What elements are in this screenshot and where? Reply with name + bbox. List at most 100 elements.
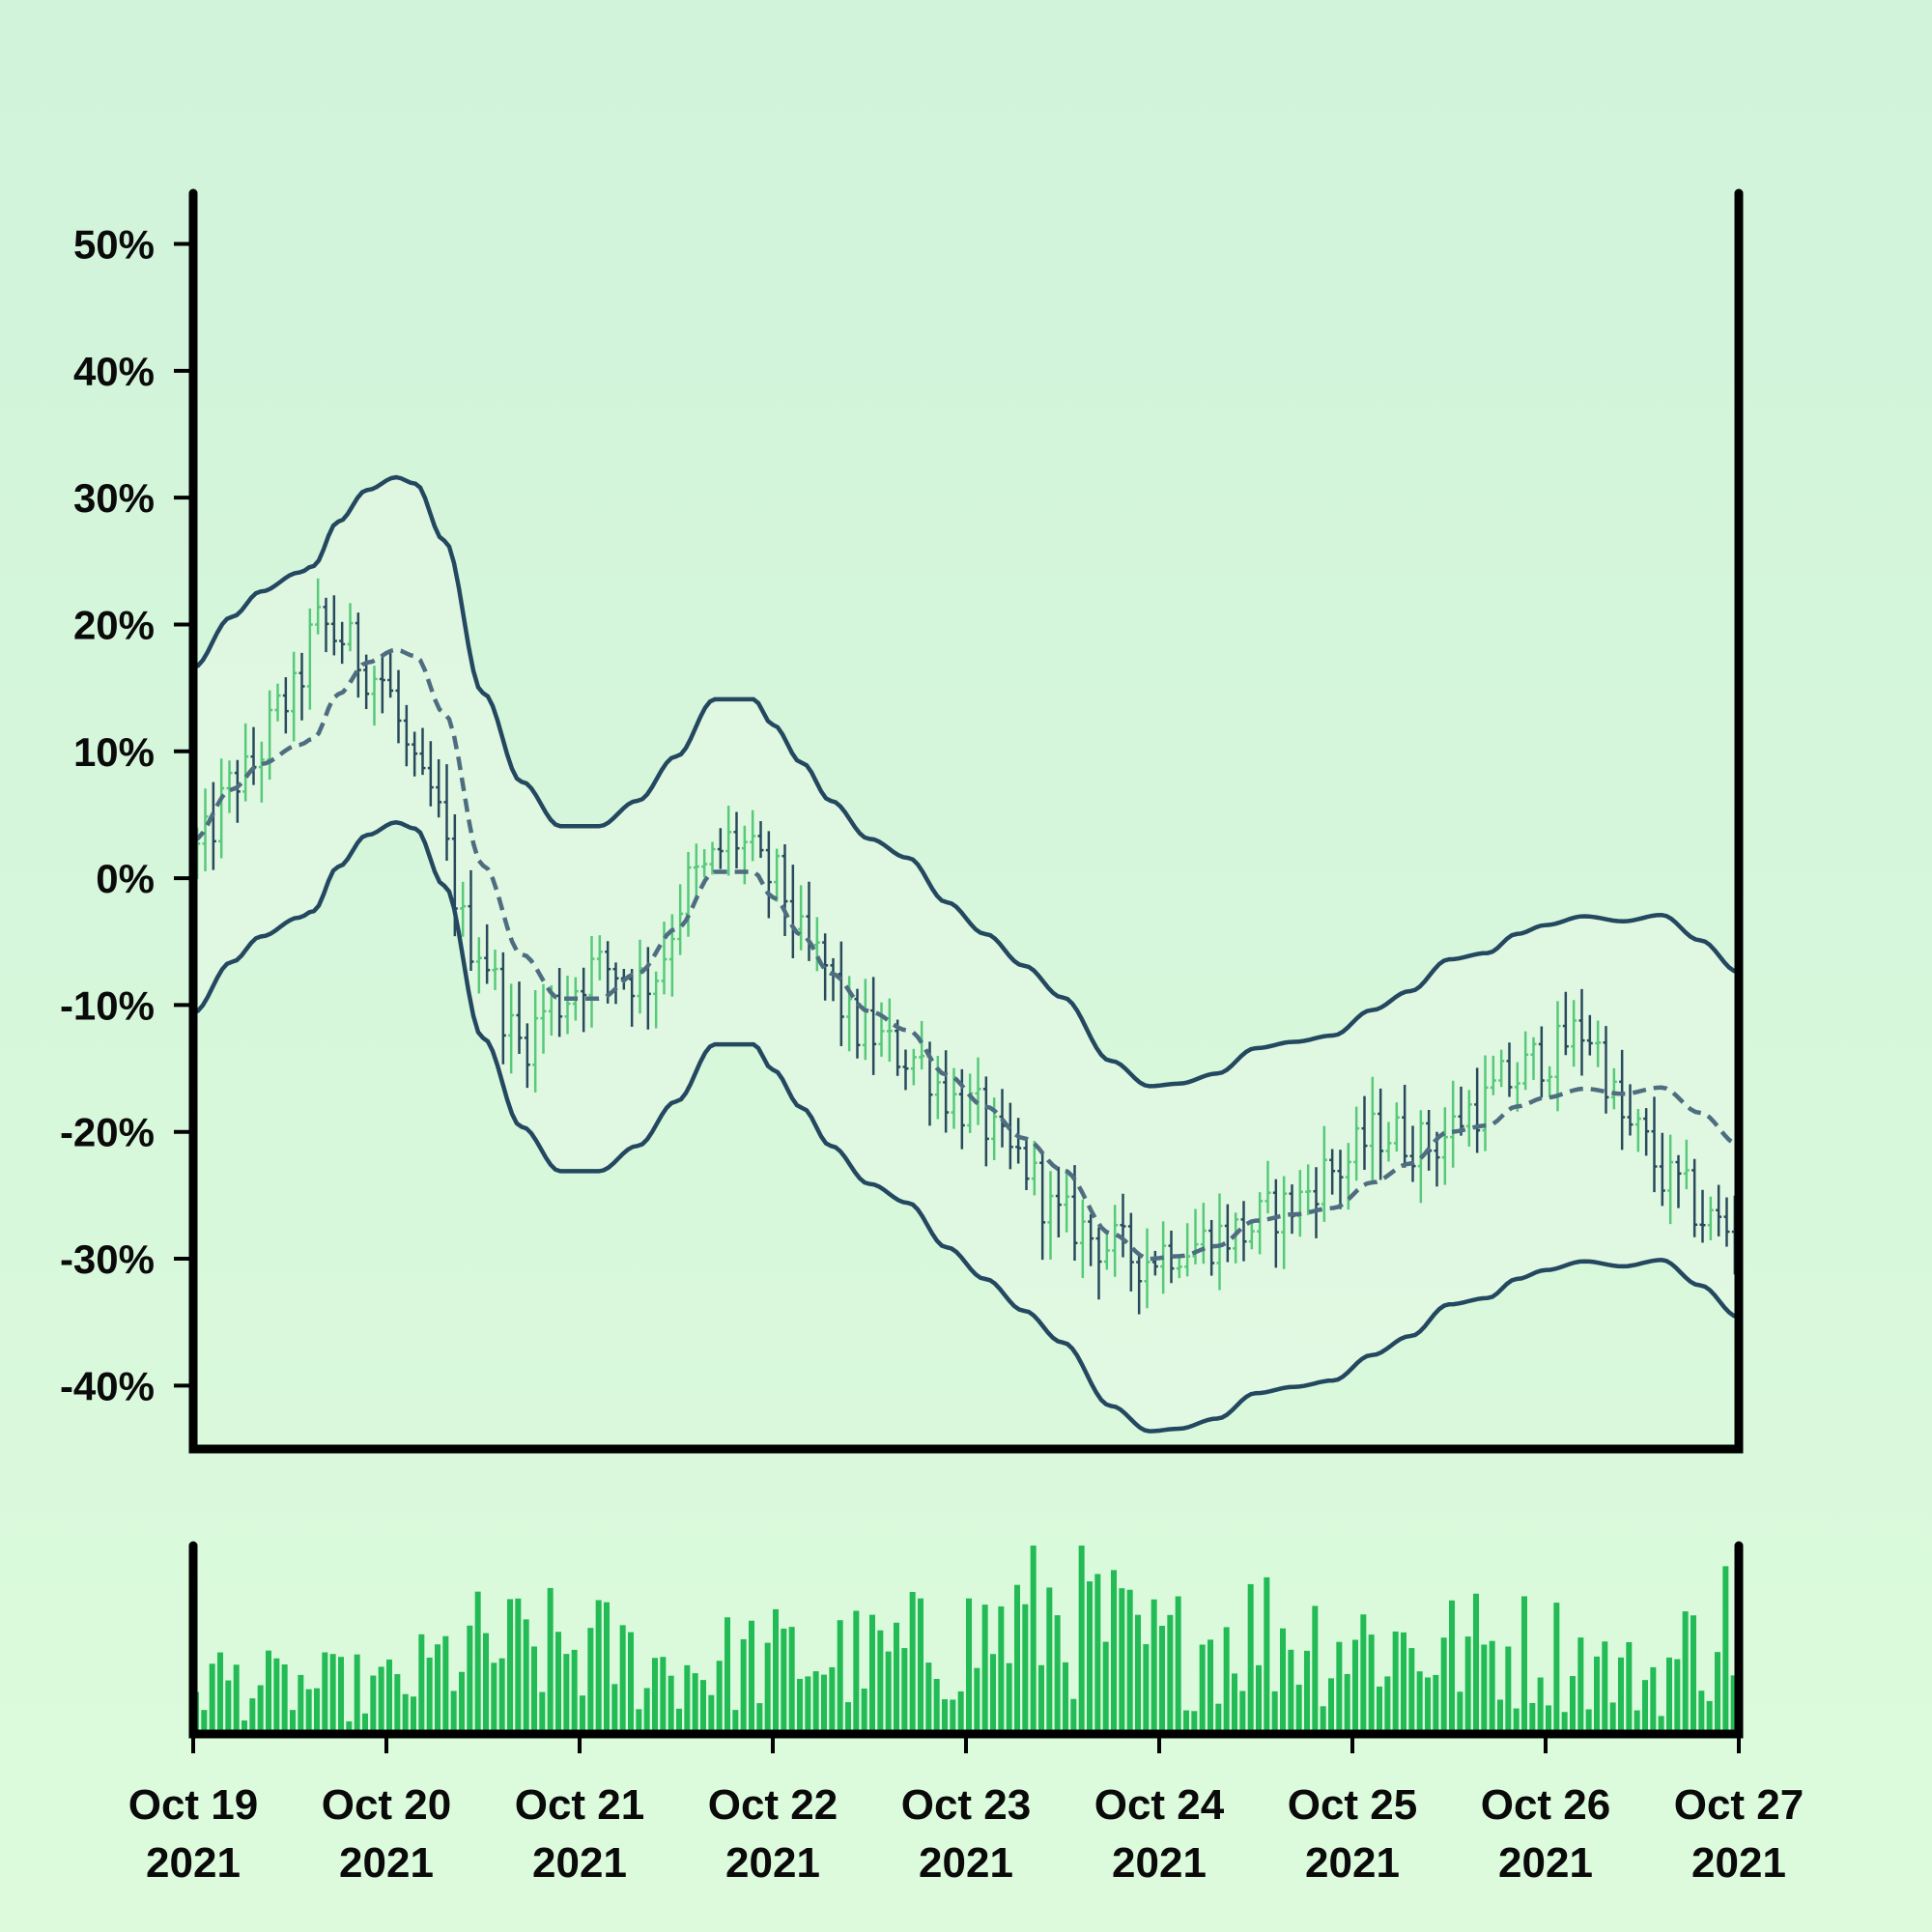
y-tick-label: 30% — [73, 475, 155, 521]
ohlc-bar — [701, 849, 708, 878]
x-tick-label-year: 2021 — [1498, 1839, 1593, 1887]
volume-bar — [273, 1658, 280, 1734]
volume-bar — [716, 1661, 723, 1734]
volume-bar — [998, 1605, 1005, 1734]
ohlc-bar — [1200, 1203, 1207, 1264]
volume-bar — [1094, 1574, 1101, 1734]
x-tick-label-date: Oct 27 — [1674, 1781, 1804, 1829]
volume-bar — [1489, 1640, 1495, 1734]
volume-bar — [845, 1702, 851, 1734]
volume-bar — [950, 1699, 956, 1734]
ohlc-bar — [725, 806, 732, 876]
ohlc-bar — [685, 852, 692, 937]
volume-bar — [1392, 1631, 1399, 1734]
ohlc-bar — [1482, 1055, 1489, 1151]
volume-bar — [660, 1657, 667, 1734]
ohlc-bar — [765, 831, 772, 919]
ohlc-bar — [629, 969, 636, 1027]
volume-bar — [1706, 1700, 1713, 1734]
ohlc-bar — [1321, 1125, 1327, 1222]
volume-bar — [257, 1685, 264, 1734]
ohlc-bar — [1039, 1152, 1046, 1261]
ohlc-bar — [1184, 1223, 1191, 1277]
volume-bar — [684, 1664, 691, 1734]
ohlc-bar — [1610, 1067, 1617, 1110]
ohlc-bar — [427, 741, 434, 807]
ohlc-bar — [1353, 1106, 1360, 1181]
volume-bar — [1602, 1641, 1608, 1734]
volume-bar — [1722, 1566, 1729, 1734]
volume-bar — [797, 1678, 803, 1734]
volume-bar — [1135, 1614, 1141, 1734]
volume-bar — [1464, 1636, 1471, 1734]
volume-bar — [290, 1710, 296, 1734]
volume-bar — [1440, 1637, 1447, 1734]
volume-bar — [201, 1710, 208, 1734]
volume-bar — [1626, 1641, 1633, 1734]
volume-bar — [837, 1620, 843, 1734]
ohlc-bar — [733, 811, 740, 868]
ohlc-bar — [1547, 1065, 1553, 1097]
volume-bar — [668, 1675, 674, 1734]
x-tick-label-date: Oct 26 — [1481, 1781, 1611, 1829]
ohlc-bar — [1305, 1164, 1312, 1215]
ohlc-bars — [194, 578, 1738, 1315]
volume-bar — [829, 1666, 836, 1734]
volume-bar — [362, 1713, 368, 1734]
volume-bar — [1208, 1639, 1213, 1734]
volume-bar — [966, 1598, 972, 1734]
volume-bar — [1191, 1711, 1198, 1734]
volume-bar — [773, 1608, 779, 1734]
ohlc-bar — [1127, 1212, 1134, 1292]
volume-bar — [547, 1587, 554, 1734]
ohlc-bar — [1151, 1250, 1158, 1276]
volume-bar — [442, 1635, 449, 1734]
volume-bar — [305, 1689, 312, 1734]
volume-bar — [604, 1602, 610, 1734]
volume-bar — [249, 1698, 256, 1734]
volume-bar — [652, 1658, 658, 1734]
ohlc-bar — [677, 884, 684, 955]
volume-bar — [1634, 1710, 1640, 1734]
ohlc-bar — [1667, 1134, 1674, 1225]
volume-bar — [233, 1664, 240, 1734]
ohlc-bar — [1264, 1160, 1271, 1214]
ohlc-bar — [1627, 1084, 1634, 1136]
ohlc-bar — [1562, 991, 1569, 1056]
ohlc-bar — [291, 651, 298, 742]
ohlc-bar — [1112, 1205, 1119, 1277]
volume-bar — [1232, 1673, 1237, 1734]
volume-bar — [1521, 1596, 1527, 1734]
ohlc-bar — [419, 727, 426, 776]
volume-bar — [515, 1598, 522, 1734]
y-tick-label: 10% — [73, 729, 155, 775]
ohlc-bar — [991, 1097, 998, 1160]
volume-bar — [1223, 1627, 1230, 1734]
volume-bar — [933, 1679, 940, 1734]
ohlc-bar — [1514, 1062, 1520, 1112]
volume-bar — [692, 1673, 698, 1734]
ohlc-bar — [1337, 1150, 1344, 1209]
volume-bar — [402, 1693, 409, 1734]
volume-bar — [1368, 1634, 1375, 1734]
volume-bar — [587, 1628, 594, 1734]
ohlc-bar — [282, 677, 289, 734]
ohlc-bar — [1088, 1213, 1094, 1266]
volume-bar — [209, 1663, 215, 1734]
volume-bar — [894, 1622, 899, 1734]
ohlc-bar — [1281, 1176, 1288, 1269]
x-tick-label-year: 2021 — [146, 1839, 241, 1887]
volume-bar — [242, 1720, 247, 1734]
volume-bar — [974, 1667, 980, 1734]
volume-bar — [523, 1619, 529, 1734]
ohlc-bar — [1192, 1208, 1199, 1264]
volume-bar — [1078, 1546, 1085, 1734]
volume-bar — [1199, 1644, 1206, 1734]
ohlc-bar — [468, 869, 474, 971]
volume-bar — [1570, 1676, 1576, 1734]
ohlc-bar — [1683, 1139, 1690, 1190]
volume-bar — [676, 1708, 682, 1734]
ohlc-bar — [323, 597, 329, 653]
volume-bar — [1408, 1648, 1415, 1734]
volume-bar — [314, 1688, 320, 1734]
